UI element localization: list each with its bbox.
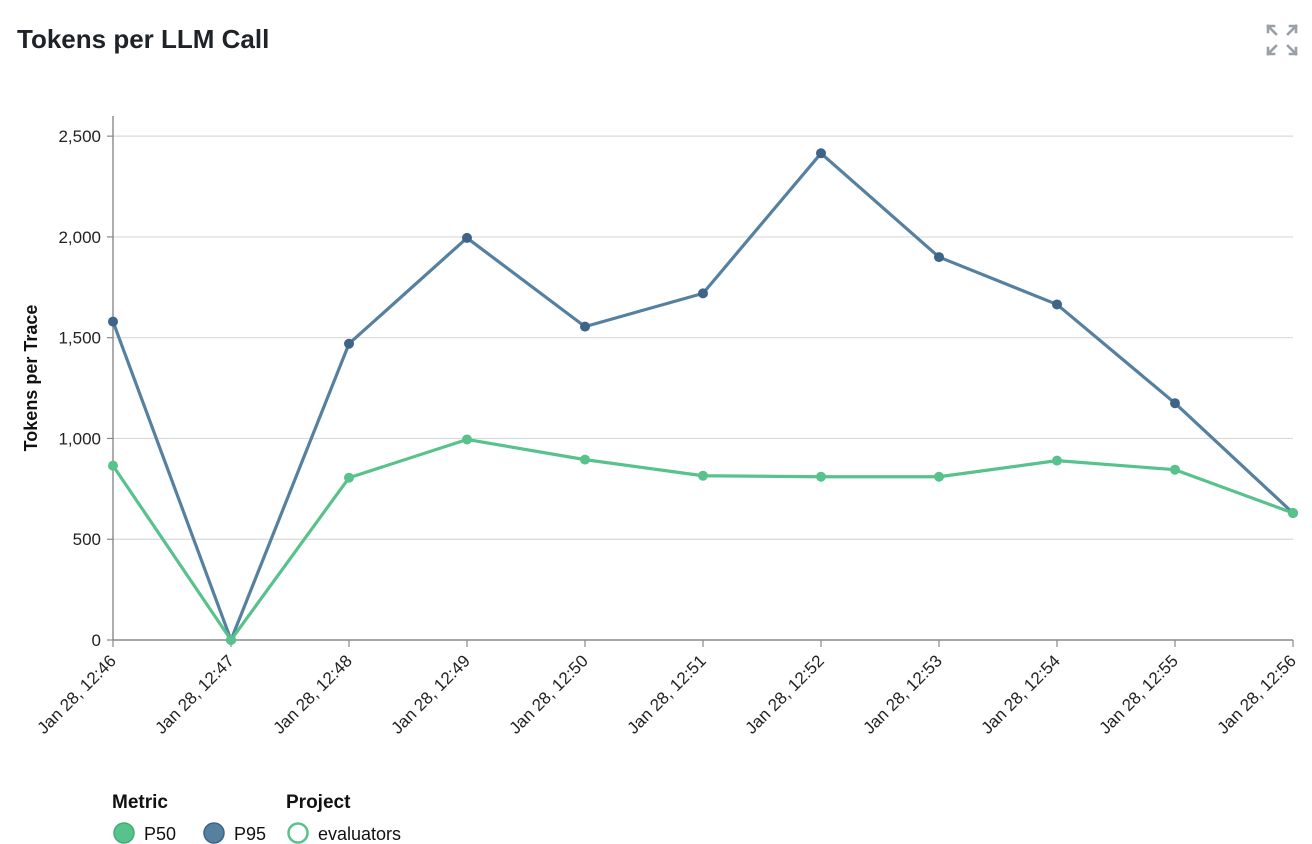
x-tick-label: Jan 28, 12:49 bbox=[388, 651, 474, 737]
legend-swatch-p50[interactable] bbox=[113, 822, 135, 844]
y-tick-label: 2,000 bbox=[58, 228, 101, 247]
data-point-p50[interactable] bbox=[1052, 455, 1062, 466]
expand-icon bbox=[1266, 24, 1298, 56]
axes: 0 500 1,000 1,500 2,000 2,500 Jan 28, 12:46 Jan… bbox=[34, 116, 1300, 738]
data-point-p50[interactable] bbox=[698, 470, 708, 481]
legend-label-p50[interactable]: P50 bbox=[144, 824, 176, 844]
legend-swatch-evaluators[interactable] bbox=[287, 822, 309, 844]
legend-title-project: Project bbox=[286, 792, 351, 813]
expand-button[interactable] bbox=[1262, 20, 1302, 60]
data-point-p50[interactable] bbox=[816, 471, 826, 482]
y-axis-title: Tokens per Trace bbox=[21, 305, 41, 452]
data-point-p95[interactable] bbox=[1052, 299, 1062, 310]
data-point-p95[interactable] bbox=[698, 288, 708, 299]
y-tick-label: 1,500 bbox=[58, 329, 101, 348]
x-tick-label: Jan 28, 12:54 bbox=[978, 651, 1064, 737]
x-tick-label: Jan 28, 12:52 bbox=[742, 651, 828, 737]
x-tick-label: Jan 28, 12:51 bbox=[624, 651, 710, 737]
data-point-p50[interactable] bbox=[226, 635, 236, 645]
data-point-p95[interactable] bbox=[934, 252, 944, 263]
data-point-p50[interactable] bbox=[580, 454, 590, 465]
series-points bbox=[108, 148, 1298, 645]
legend: Metric Project P50 P95 evaluators bbox=[112, 792, 401, 844]
y-tick-label: 2,500 bbox=[58, 127, 101, 146]
data-point-p95[interactable] bbox=[816, 148, 826, 159]
y-tick-label: 500 bbox=[73, 530, 101, 549]
x-tick-label: Jan 28, 12:55 bbox=[1096, 651, 1182, 737]
x-tick-label: Jan 28, 12:56 bbox=[1214, 651, 1300, 737]
data-point-p95[interactable] bbox=[344, 338, 354, 349]
series-lines bbox=[111, 151, 1295, 642]
y-tick-label: 0 bbox=[92, 631, 101, 650]
data-point-p95[interactable] bbox=[1170, 398, 1180, 409]
y-tick-label: 1,000 bbox=[58, 429, 101, 448]
legend-label-evaluators[interactable]: evaluators bbox=[318, 824, 401, 844]
legend-swatch-p95[interactable] bbox=[203, 822, 225, 844]
data-point-p95[interactable] bbox=[462, 232, 472, 243]
x-tick-label: Jan 28, 12:46 bbox=[34, 651, 120, 737]
data-point-p95[interactable] bbox=[108, 316, 118, 327]
x-tick-label: Jan 28, 12:48 bbox=[270, 651, 356, 737]
data-point-p50[interactable] bbox=[1170, 464, 1180, 475]
x-tick-label: Jan 28, 12:50 bbox=[506, 651, 592, 737]
chart-title: Tokens per LLM Call bbox=[17, 24, 270, 54]
x-tick-label: Jan 28, 12:53 bbox=[860, 651, 946, 737]
data-point-p50[interactable] bbox=[462, 434, 472, 445]
data-point-p95[interactable] bbox=[580, 321, 590, 332]
legend-label-p95[interactable]: P95 bbox=[234, 824, 266, 844]
legend-title-metric: Metric bbox=[112, 792, 168, 813]
series-line-p95 bbox=[111, 151, 1295, 642]
data-point-p50[interactable] bbox=[934, 471, 944, 482]
x-tick-label: Jan 28, 12:47 bbox=[152, 651, 238, 737]
data-point-p50[interactable] bbox=[344, 472, 354, 483]
data-point-p50[interactable] bbox=[108, 460, 118, 471]
data-point-p50[interactable] bbox=[1288, 508, 1298, 519]
